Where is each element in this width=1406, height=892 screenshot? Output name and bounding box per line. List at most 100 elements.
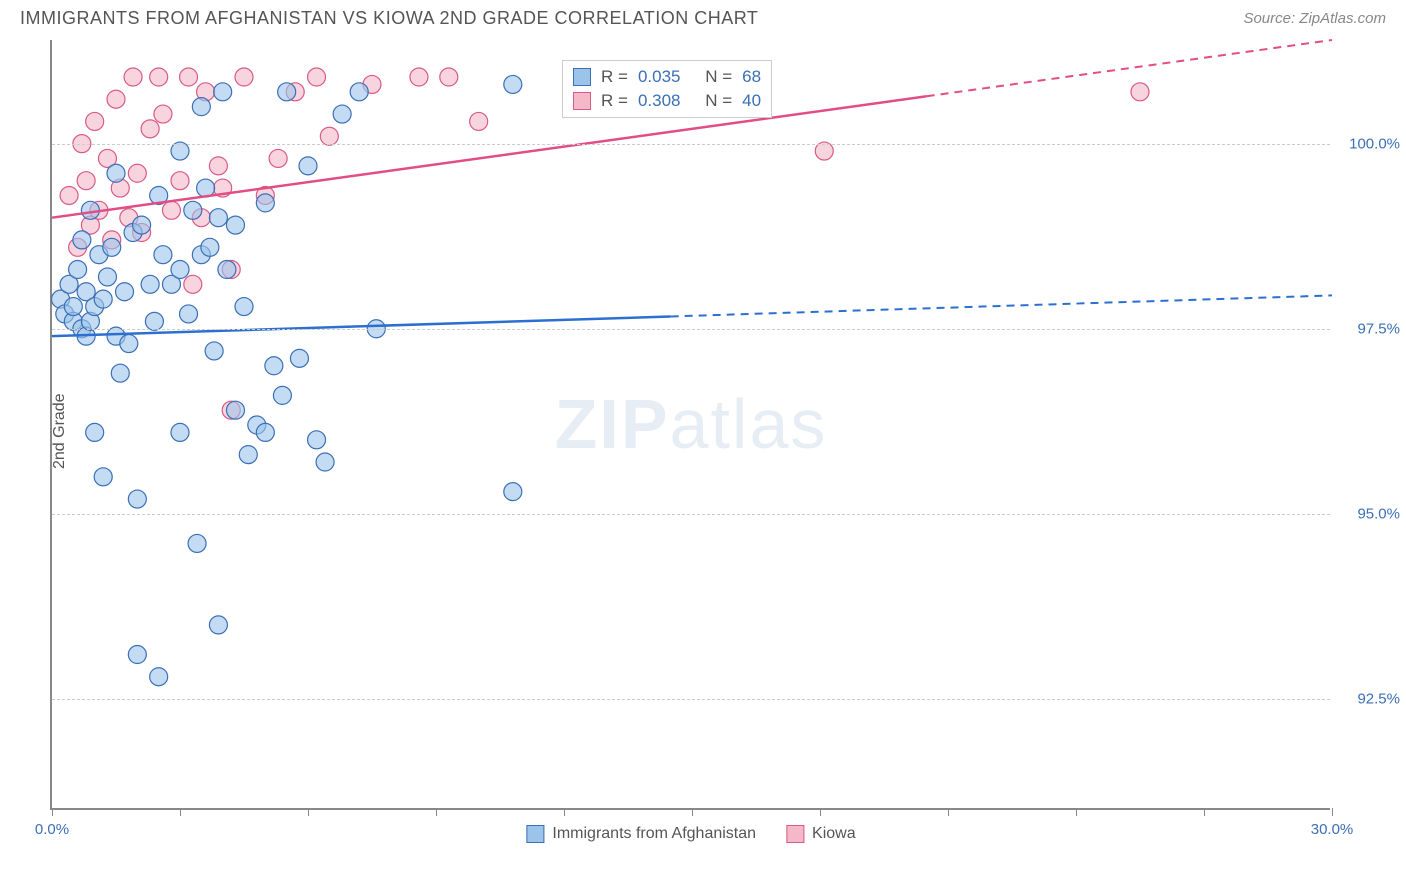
swatch-series2 (573, 92, 591, 110)
scatter-point (171, 423, 189, 441)
scatter-point (188, 534, 206, 552)
scatter-point (107, 90, 125, 108)
n-label: N = (705, 91, 732, 111)
scatter-point (145, 312, 163, 330)
scatter-point (269, 149, 287, 167)
scatter-point (226, 216, 244, 234)
scatter-point (77, 172, 95, 190)
scatter-point (107, 164, 125, 182)
scatter-point (273, 386, 291, 404)
legend-label-series1: Immigrants from Afghanistan (552, 825, 756, 843)
r-label: R = (601, 91, 628, 111)
n-label: N = (705, 67, 732, 87)
scatter-point (256, 194, 274, 212)
y-tick-label: 97.5% (1340, 320, 1400, 337)
scatter-point (290, 349, 308, 367)
scatter-point (308, 68, 326, 86)
scatter-point (86, 423, 104, 441)
scatter-point (504, 75, 522, 93)
scatter-point (128, 164, 146, 182)
scatter-point (128, 646, 146, 664)
grid-line (52, 699, 1330, 700)
scatter-point (440, 68, 458, 86)
scatter-point (60, 186, 78, 204)
scatter-point (209, 616, 227, 634)
scatter-point (120, 335, 138, 353)
x-tick (1076, 808, 1077, 816)
scatter-point (124, 68, 142, 86)
scatter-point (128, 490, 146, 508)
trend-line-dashed (927, 40, 1332, 96)
trend-line-solid (52, 316, 671, 336)
scatter-point (278, 83, 296, 101)
scatter-point (333, 105, 351, 123)
legend-swatch-series1 (526, 825, 544, 843)
scatter-point (201, 238, 219, 256)
r-value-series1: 0.035 (638, 67, 681, 87)
x-tick-label: 0.0% (35, 821, 69, 838)
scatter-point (133, 216, 151, 234)
x-tick (820, 808, 821, 816)
scatter-point (209, 157, 227, 175)
scatter-point (111, 364, 129, 382)
x-tick (1332, 808, 1333, 816)
scatter-point (94, 468, 112, 486)
legend-bottom: Immigrants from Afghanistan Kiowa (526, 825, 855, 843)
scatter-point (214, 83, 232, 101)
y-tick-label: 95.0% (1340, 505, 1400, 522)
grid-line (52, 329, 1330, 330)
scatter-point (141, 120, 159, 138)
scatter-point (116, 283, 134, 301)
scatter-point (171, 142, 189, 160)
x-tick (308, 808, 309, 816)
scatter-point (350, 83, 368, 101)
scatter-point (1131, 83, 1149, 101)
x-tick (52, 808, 53, 816)
scatter-point (470, 112, 488, 130)
stats-row-series1: R = 0.035 N = 68 (573, 65, 761, 89)
scatter-point (73, 231, 91, 249)
scatter-point (218, 261, 236, 279)
scatter-point (239, 446, 257, 464)
y-tick-label: 92.5% (1340, 690, 1400, 707)
legend-item-series1: Immigrants from Afghanistan (526, 825, 756, 843)
x-tick (180, 808, 181, 816)
scatter-point (410, 68, 428, 86)
scatter-point (184, 201, 202, 219)
swatch-series1 (573, 68, 591, 86)
scatter-point (69, 261, 87, 279)
grid-line (52, 144, 1330, 145)
legend-item-series2: Kiowa (786, 825, 856, 843)
scatter-point (86, 112, 104, 130)
scatter-point (265, 357, 283, 375)
scatter-point (180, 68, 198, 86)
scatter-point (205, 342, 223, 360)
scatter-point (235, 68, 253, 86)
y-tick-label: 100.0% (1340, 135, 1400, 152)
scatter-point (64, 298, 82, 316)
scatter-point (180, 305, 198, 323)
r-label: R = (601, 67, 628, 87)
plot-svg (52, 40, 1330, 808)
scatter-point (141, 275, 159, 293)
scatter-point (162, 201, 180, 219)
x-tick-label: 30.0% (1311, 821, 1354, 838)
scatter-point (815, 142, 833, 160)
scatter-point (154, 105, 172, 123)
stats-row-series2: R = 0.308 N = 40 (573, 89, 761, 113)
scatter-point (103, 238, 121, 256)
scatter-point (235, 298, 253, 316)
scatter-point (192, 98, 210, 116)
legend-label-series2: Kiowa (812, 825, 856, 843)
chart-container: 2nd Grade ZIPatlas R = 0.035 N = 68 R = … (50, 40, 1360, 810)
scatter-point (171, 261, 189, 279)
scatter-point (184, 275, 202, 293)
scatter-point (316, 453, 334, 471)
scatter-point (504, 483, 522, 501)
grid-line (52, 514, 1330, 515)
stats-legend-box: R = 0.035 N = 68 R = 0.308 N = 40 (562, 60, 772, 118)
x-tick (1204, 808, 1205, 816)
plot-area: ZIPatlas R = 0.035 N = 68 R = 0.308 N = … (50, 40, 1330, 810)
r-value-series2: 0.308 (638, 91, 681, 111)
scatter-point (299, 157, 317, 175)
